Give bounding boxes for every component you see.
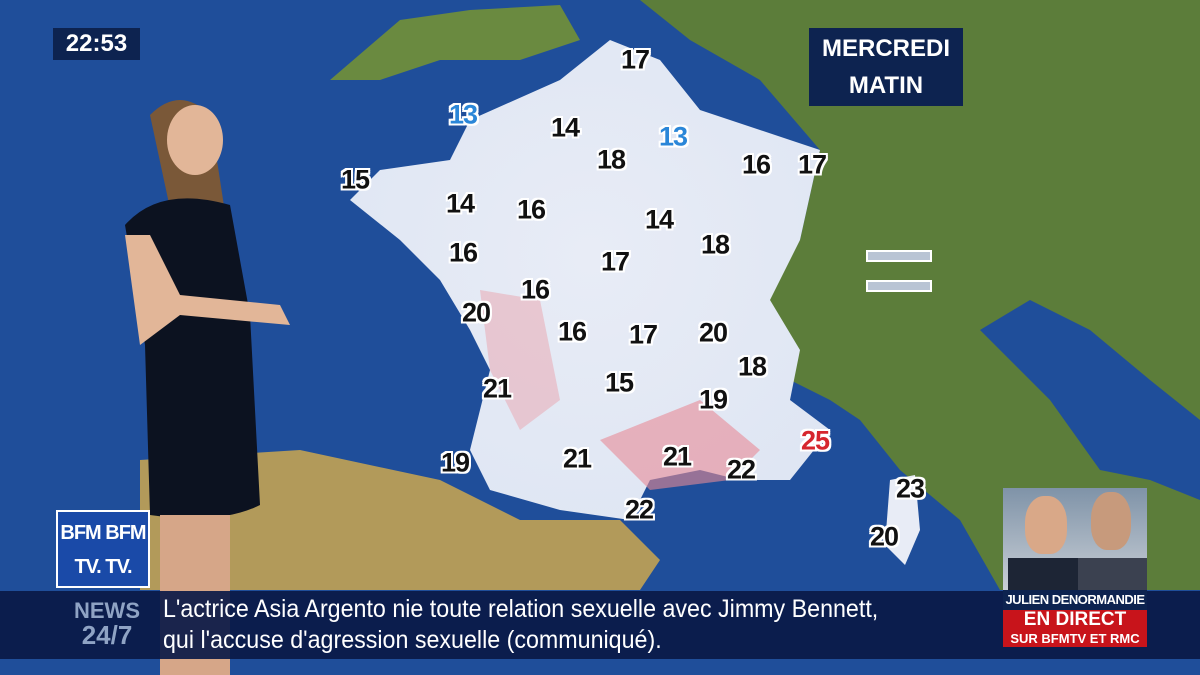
news-ticker <box>0 591 1200 659</box>
news-label: NEWS <box>74 598 140 623</box>
temperature-label: 20 <box>698 317 728 348</box>
headline-line1: L'actrice Asia Argento nie toute relatio… <box>163 595 879 623</box>
headline: L'actrice Asia Argento nie toute relatio… <box>163 594 944 656</box>
temperature-label: 21 <box>562 443 592 474</box>
temperature-label: 16 <box>516 194 546 225</box>
temperature-label: 25 <box>800 425 830 456</box>
temperature-label: 18 <box>596 144 626 175</box>
temperature-label: 15 <box>604 367 634 398</box>
live-promo: JULIEN DENORMANDIE EN DIRECT SUR BFMTV E… <box>1003 488 1147 647</box>
temperature-label: 17 <box>628 319 658 350</box>
temperature-label: 18 <box>700 229 730 260</box>
clock: 22:53 <box>53 28 140 60</box>
temperature-label: 20 <box>461 297 491 328</box>
temperature-label: 22 <box>624 494 654 525</box>
logo-line2: TV. TV. <box>74 556 132 578</box>
land-uk <box>330 5 580 80</box>
temperature-label: 22 <box>726 454 756 485</box>
temperature-label: 18 <box>737 351 767 382</box>
news-24-7-label: NEWS 24/7 <box>72 598 142 648</box>
temperature-label: 19 <box>698 384 728 415</box>
temperature-label: 13 <box>448 99 478 130</box>
temperature-label: 21 <box>662 441 692 472</box>
temperature-label: 21 <box>482 373 512 404</box>
warm-zone <box>600 400 760 490</box>
period-time: MATIN <box>848 72 924 99</box>
warm-zone-west <box>480 290 560 430</box>
temperature-label: 13 <box>658 121 688 152</box>
guest-name: JULIEN DENORMANDIE <box>1003 590 1147 610</box>
period-day: MERCREDI <box>821 35 950 62</box>
promo-photo <box>1003 488 1147 590</box>
temperature-label: 16 <box>448 237 478 268</box>
temperature-label: 16 <box>557 316 587 347</box>
temperature-label: 20 <box>869 521 899 552</box>
forecast-period: MERCREDI MATIN <box>809 28 963 106</box>
temperature-label: 17 <box>620 44 650 75</box>
live-badge: EN DIRECT SUR BFMTV ET RMC <box>1003 610 1147 647</box>
bfmtv-logo: BFM BFM TV. TV. <box>56 510 150 588</box>
temperature-label: 14 <box>445 188 475 219</box>
headline-line2: qui l'accuse d'agression sexuelle (commu… <box>163 626 662 654</box>
temperature-label: 19 <box>440 447 470 478</box>
temperature-label: 23 <box>895 473 925 504</box>
temperature-label: 16 <box>520 274 550 305</box>
corsica <box>885 475 920 565</box>
temperature-label: 14 <box>644 204 674 235</box>
land-france <box>350 40 830 520</box>
temperature-label: 17 <box>600 246 630 277</box>
news-247-label: 24/7 <box>81 620 133 650</box>
live-label: EN DIRECT <box>1023 609 1127 630</box>
channels-label: SUR BFMTV ET RMC <box>1010 631 1140 646</box>
logo-line1: BFM BFM <box>60 522 146 544</box>
temperature-label: 15 <box>340 164 370 195</box>
temperature-label: 14 <box>550 112 580 143</box>
land-europe <box>640 0 1200 590</box>
land-iberia-africa <box>140 450 660 590</box>
temperature-label: 17 <box>797 149 827 180</box>
temperature-label: 16 <box>741 149 771 180</box>
equal-sign-symbol <box>866 250 932 310</box>
